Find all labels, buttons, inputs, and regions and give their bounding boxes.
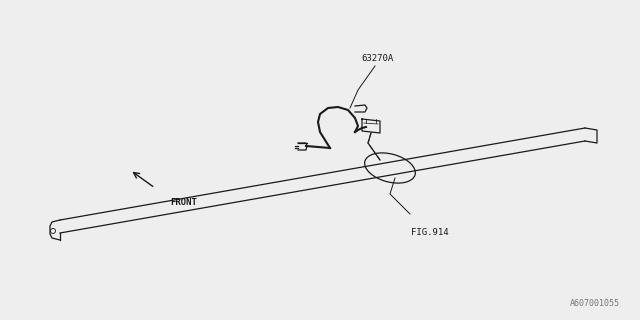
Text: A607001055: A607001055	[570, 299, 620, 308]
Text: 63270A: 63270A	[362, 53, 394, 62]
Text: FRONT: FRONT	[170, 198, 197, 207]
Text: FIG.914: FIG.914	[411, 228, 449, 237]
